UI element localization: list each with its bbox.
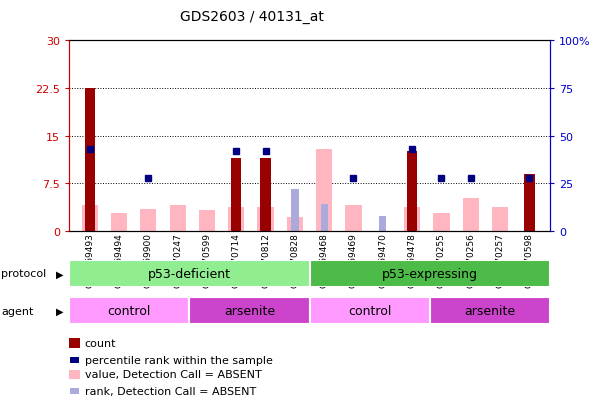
Bar	[430, 297, 550, 324]
Text: p53-deficient: p53-deficient	[148, 267, 231, 280]
Bar	[257, 207, 273, 231]
Text: value, Detection Call = ABSENT: value, Detection Call = ABSENT	[85, 370, 261, 380]
Bar	[69, 297, 189, 324]
Bar	[492, 207, 508, 231]
Text: p53-expressing: p53-expressing	[382, 267, 478, 280]
Bar	[291, 190, 299, 231]
Bar	[310, 260, 550, 287]
Bar	[379, 216, 386, 231]
Bar	[407, 152, 417, 231]
Bar	[82, 206, 98, 231]
Bar	[85, 89, 95, 231]
Bar	[524, 174, 534, 231]
Bar	[189, 297, 310, 324]
Bar	[287, 217, 303, 231]
Text: GDS2603 / 40131_at: GDS2603 / 40131_at	[180, 10, 325, 24]
Bar	[260, 159, 270, 231]
Bar	[463, 198, 479, 231]
Bar	[140, 209, 156, 231]
Text: percentile rank within the sample: percentile rank within the sample	[85, 355, 273, 365]
Bar	[433, 213, 450, 231]
Bar	[310, 297, 430, 324]
Text: ▶: ▶	[56, 268, 63, 279]
Text: control: control	[348, 304, 391, 317]
Bar	[199, 210, 215, 231]
Bar	[228, 207, 244, 231]
Bar	[231, 159, 242, 231]
Text: control: control	[108, 304, 151, 317]
Bar	[346, 206, 362, 231]
Bar	[69, 260, 310, 287]
Text: arsenite: arsenite	[464, 304, 516, 317]
Bar	[169, 206, 186, 231]
Text: count: count	[85, 338, 116, 348]
Bar	[111, 213, 127, 231]
Text: ▶: ▶	[56, 306, 63, 316]
Text: protocol: protocol	[1, 268, 46, 279]
Bar	[404, 207, 420, 231]
Bar	[316, 150, 332, 231]
Text: rank, Detection Call = ABSENT: rank, Detection Call = ABSENT	[85, 386, 256, 396]
Text: arsenite: arsenite	[224, 304, 275, 317]
Text: agent: agent	[1, 306, 34, 316]
Bar	[320, 205, 328, 231]
